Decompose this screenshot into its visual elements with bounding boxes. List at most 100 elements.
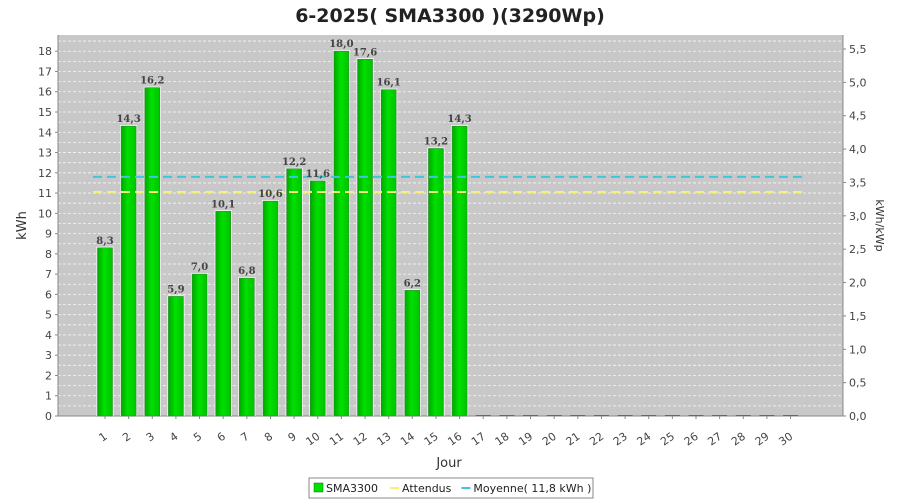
y2-axis-label: kWh/kWp — [873, 199, 886, 251]
y2-tick-label: 4,5 — [849, 110, 867, 123]
y-tick-label: 3 — [45, 349, 52, 362]
bar-value-label: 18,0 — [329, 39, 353, 50]
bar-labels: 8,3 14,3 16,2 5,9 7,0 10,1 6,8 10,6 12,211,6 18,0… — [96, 39, 472, 295]
x-tick-label: 26 — [682, 430, 701, 449]
legend-swatch — [313, 482, 324, 493]
y2-tick-label: 1,5 — [849, 310, 867, 323]
x-tick-label: 28 — [729, 430, 748, 449]
x-tick-label: 25 — [658, 430, 677, 449]
bar-value-label: 11,6 — [306, 169, 330, 180]
x-axis: 1 2 3 4 5 6 7 8 9 10 11 12 13 14 15 16 17 18 19 20 21 22 23 24 2… — [58, 415, 843, 449]
y-tick-label: 1 — [45, 390, 52, 403]
legend-entry-label: SMA3300 — [326, 482, 378, 495]
bar — [262, 200, 279, 417]
bar — [333, 50, 350, 417]
y2-tick-label: 5,0 — [849, 76, 867, 89]
x-tick-label: 6 — [215, 430, 228, 445]
x-tick-label: 30 — [776, 430, 795, 449]
bar-value-label: 10,1 — [211, 199, 235, 210]
y2-tick-label: 2,5 — [849, 243, 867, 256]
x-tick-label: 29 — [753, 430, 772, 449]
y-tick-label: 11 — [38, 187, 52, 200]
x-tick-label: 19 — [516, 430, 535, 449]
x-tick-label: 21 — [564, 430, 583, 449]
x-tick-label: 12 — [351, 430, 370, 449]
bar — [215, 211, 231, 417]
bar — [475, 415, 491, 416]
legend-entry-label: Attendus — [402, 482, 452, 495]
y-tick-label: 13 — [38, 147, 52, 160]
bar-value-label: 6,8 — [238, 266, 255, 277]
y2-tick-label: 4,0 — [849, 143, 867, 156]
bar — [499, 415, 515, 416]
x-tick-label: 22 — [587, 430, 606, 449]
y2-axis: 0,0 0,5 1,0 1,5 2,0 2,5 3,0 3,5 4,0 4,5 5,0 5,5 — [842, 35, 867, 423]
bar — [239, 277, 255, 417]
x-tick-label: 13 — [374, 430, 393, 449]
y-tick-label: 10 — [38, 207, 52, 220]
bar — [593, 415, 609, 416]
y2-tick-label: 5,5 — [849, 43, 867, 56]
bar — [546, 415, 562, 416]
x-tick-label: 17 — [469, 430, 488, 449]
bar-value-label: 16,1 — [377, 78, 401, 89]
bar — [191, 273, 208, 417]
y2-tick-label: 3,0 — [849, 210, 867, 223]
y2-tick-label: 1,0 — [849, 343, 867, 356]
y-tick-label: 9 — [45, 228, 52, 241]
bar — [97, 247, 113, 417]
bar — [688, 415, 704, 416]
x-tick-label: 4 — [167, 430, 180, 445]
bar-value-label: 6,2 — [404, 278, 421, 289]
bar — [664, 415, 680, 416]
y-tick-label: 5 — [45, 309, 52, 322]
plot-area — [58, 35, 843, 416]
bars — [96, 50, 799, 417]
reference-lines — [93, 175, 803, 194]
x-tick-label: 2 — [120, 430, 133, 445]
y-tick-label: 0 — [45, 410, 52, 423]
x-tick-label: 7 — [238, 430, 251, 445]
x-tick-label: 10 — [304, 430, 323, 449]
y-tick-label: 15 — [38, 106, 52, 119]
legend: SMA3300 Attendus Moyenne( 11,8 kWh ) — [308, 477, 594, 499]
y-tick-label: 12 — [38, 167, 52, 180]
legend-entry-label: Moyenne( 11,8 kWh ) — [473, 482, 591, 495]
x-tick-label: 27 — [705, 430, 724, 449]
x-tick-label: 8 — [262, 430, 275, 445]
bar-value-label: 12,2 — [282, 157, 306, 168]
bar-value-label: 14,3 — [447, 114, 471, 125]
bar — [428, 148, 444, 417]
y2-tick-label: 0,0 — [849, 410, 867, 423]
bar — [357, 59, 373, 417]
y-tick-label: 14 — [38, 126, 52, 139]
x-tick-label: 11 — [327, 430, 346, 449]
y-tick-label: 2 — [45, 369, 52, 382]
bar — [168, 296, 184, 417]
y-tick-label: 6 — [45, 288, 52, 301]
bar — [712, 415, 728, 416]
bar-value-label: 8,3 — [96, 236, 113, 247]
y-axis-label: kWh — [15, 211, 30, 240]
bar — [641, 415, 657, 416]
x-tick-label: 5 — [191, 430, 204, 445]
x-tick-label: 18 — [493, 430, 512, 449]
bar — [570, 415, 586, 416]
bar — [523, 415, 539, 416]
bar — [735, 415, 751, 416]
x-tick-label: 24 — [635, 430, 654, 449]
y2-tick-label: 0,5 — [849, 377, 867, 390]
bar-value-label: 14,3 — [116, 114, 140, 125]
y-tick-label: 8 — [45, 248, 52, 261]
bar-value-label: 10,6 — [258, 189, 282, 200]
x-axis-label: Jour — [435, 456, 462, 471]
bar — [144, 87, 161, 417]
y2-tick-label: 3,5 — [849, 176, 867, 189]
bar-value-label: 5,9 — [167, 284, 184, 295]
bar — [759, 415, 775, 416]
grid-lines — [58, 40, 843, 407]
bar-value-label: 17,6 — [353, 47, 377, 58]
bar-value-label: 7,0 — [191, 262, 208, 273]
